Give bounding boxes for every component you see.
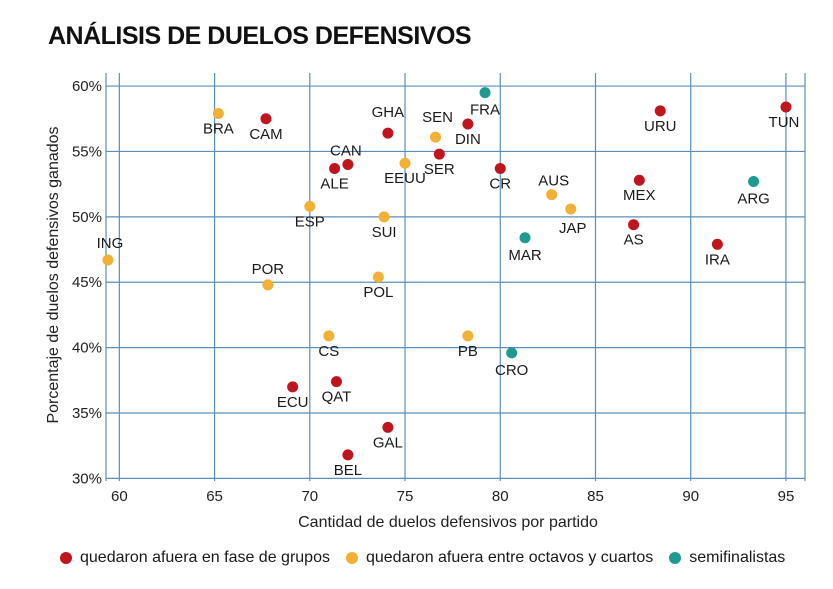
point-label-mex: MEX (623, 187, 656, 204)
point-can (342, 159, 354, 171)
point-label-pb: PB (458, 343, 478, 360)
x-tick-label: 90 (682, 488, 699, 505)
x-tick-label: 80 (492, 488, 509, 505)
point-arg (748, 176, 760, 188)
legend-label-semifinalistas: semifinalistas (689, 549, 786, 566)
point-jap (565, 203, 577, 215)
point-label-cr: CR (489, 175, 511, 192)
legend-swatch-octavos-cuartos (345, 552, 358, 564)
legend-swatch-semifinalistas (669, 552, 682, 564)
point-label-mar: MAR (508, 247, 542, 264)
x-tick-label: 75 (397, 488, 414, 505)
point-mar (519, 232, 531, 244)
point-label-bra: BRA (203, 121, 234, 138)
x-tick-label: 70 (301, 488, 318, 505)
point-label-bel: BEL (334, 462, 362, 479)
point-cam (260, 113, 272, 125)
point-gal (382, 421, 394, 433)
x-tick-label: 95 (778, 488, 795, 505)
legend-label-grupos: quedaron afuera en fase de grupos (80, 549, 330, 566)
point-label-uru: URU (644, 118, 677, 135)
point-label-ing: ING (97, 235, 124, 252)
point-fra (479, 87, 491, 99)
point-label-ser: SER (424, 161, 455, 178)
point-label-pol: POL (363, 284, 393, 301)
point-label-por: POR (252, 261, 285, 278)
point-bel (342, 449, 354, 461)
point-label-can: CAN (330, 143, 362, 160)
point-label-qat: QAT (322, 389, 352, 406)
point-ing (102, 254, 114, 266)
x-tick-label: 60 (111, 488, 128, 505)
point-esp (304, 200, 316, 212)
point-label-gha: GHA (372, 104, 405, 121)
point-label-jap: JAP (559, 220, 587, 237)
y-tick-label: 60% (72, 78, 102, 95)
legend-label-octavos-cuartos: quedaron afuera entre octavos y cuartos (365, 549, 654, 566)
point-label-esp: ESP (295, 213, 325, 230)
point-uru (654, 105, 666, 117)
point-cs (323, 330, 335, 342)
point-label-cro: CRO (495, 362, 528, 379)
point-sen (430, 131, 442, 143)
point-ser (433, 148, 445, 160)
point-label-eeuu: EEUU (384, 170, 426, 187)
point-sui (378, 211, 390, 223)
point-label-arg: ARG (737, 191, 770, 208)
x-tick-label: 65 (206, 488, 223, 505)
point-qat (330, 376, 342, 388)
point-din (462, 118, 474, 130)
point-label-tun: TUN (769, 114, 800, 131)
y-tick-label: 35% (72, 405, 102, 422)
point-ecu (287, 381, 299, 393)
y-tick-label: 55% (72, 143, 102, 160)
point-labels: CAM GHA DIN URU TUN CAN ALE SER CR MEX AS IRA ECU QAT… (97, 102, 800, 479)
x-axis-label: Cantidad de duelos defensivos por partid… (298, 514, 598, 531)
y-tick-label: 50% (72, 209, 102, 226)
point-label-cs: CS (318, 343, 339, 360)
point-label-fra: FRA (470, 102, 500, 119)
axis-ticks: 30% 35% 40% 45% 50% 55% 60% 60 65 70 75 80 85 90 95 (72, 78, 794, 505)
point-por (262, 279, 274, 291)
point-label-sen: SEN (422, 109, 453, 126)
y-tick-label: 30% (72, 470, 102, 487)
x-tick-label: 85 (587, 488, 604, 505)
y-tick-label: 40% (72, 340, 102, 357)
point-pb (462, 330, 474, 342)
point-cro (506, 347, 518, 359)
point-as (628, 219, 640, 231)
point-tun (780, 101, 792, 113)
point-pol (372, 271, 384, 283)
point-bra (212, 108, 224, 120)
point-aus (546, 189, 558, 201)
y-tick-label: 45% (72, 274, 102, 291)
chart-title: ANÁLISIS DE DUELOS DEFENSIVOS (48, 22, 472, 50)
point-ale (329, 162, 341, 174)
data-points (102, 87, 792, 461)
point-label-ira: IRA (705, 251, 730, 268)
point-mex (633, 174, 645, 186)
legend-item-grupos: quedaron afuera en fase de grupos (60, 549, 330, 567)
point-label-gal: GAL (373, 434, 403, 451)
point-label-ale: ALE (320, 175, 348, 192)
point-label-cam: CAM (249, 126, 282, 143)
point-cr (494, 162, 506, 174)
legend: quedaron afuera en fase de grupos quedar… (60, 549, 785, 567)
point-gha (382, 127, 394, 139)
point-label-din: DIN (455, 131, 481, 148)
point-label-as: AS (624, 232, 644, 249)
legend-item-semifinalistas: semifinalistas (669, 549, 785, 567)
legend-item-octavos-cuartos: quedaron afuera entre octavos y cuartos (345, 549, 654, 567)
legend-swatch-grupos (60, 552, 72, 564)
y-axis-label: Porcentaje de duelos defensivos ganados (45, 126, 62, 423)
point-label-ecu: ECU (277, 394, 309, 411)
point-eeuu (399, 157, 411, 169)
point-label-aus: AUS (538, 173, 569, 190)
point-ira (711, 238, 723, 250)
grid-lines (105, 73, 806, 481)
point-label-sui: SUI (372, 224, 397, 241)
